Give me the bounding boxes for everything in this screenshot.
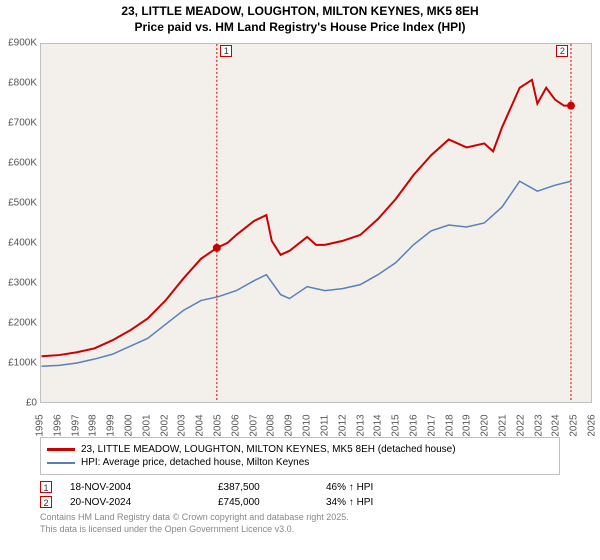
x-tick-label: 2002 [159,415,170,437]
series-property [42,80,571,356]
plot-area [40,43,592,403]
x-tick-label: 2019 [462,415,473,437]
legend-item: 23, LITTLE MEADOW, LOUGHTON, MILTON KEYN… [47,444,553,455]
x-tick-label: 2018 [444,415,455,437]
x-tick-label: 2015 [391,415,402,437]
x-tick-label: 2011 [319,415,330,437]
x-tick-label: 2006 [230,415,241,437]
y-tick-label: £700K [0,118,40,129]
legend-label: HPI: Average price, detached house, Milt… [81,457,309,468]
event-price: £387,500 [218,482,308,493]
y-tick-label: £800K [0,78,40,89]
x-tick-label: 2009 [284,415,295,437]
x-tick-label: 2008 [266,415,277,437]
line-series [41,44,591,402]
root: 23, LITTLE MEADOW, LOUGHTON, MILTON KEYN… [0,0,600,560]
x-tick-label: 2007 [248,415,259,437]
event-delta: 46% ↑ HPI [326,482,416,493]
legend-swatch [47,448,75,451]
event-marker: 1 [40,481,52,493]
events-table: 1 18-NOV-2004 £387,500 46% ↑ HPI 2 20-NO… [40,481,560,508]
series-hpi [42,181,571,366]
x-tick-label: 1997 [70,415,81,437]
sale-marker-box: 2 [556,45,568,57]
x-tick-label: 2005 [213,415,224,437]
y-tick-label: £400K [0,238,40,249]
x-tick-label: 2024 [551,415,562,437]
event-row: 1 18-NOV-2004 £387,500 46% ↑ HPI [40,481,560,493]
x-tick-label: 1996 [52,415,63,437]
x-tick-label: 2017 [426,415,437,437]
event-delta: 34% ↑ HPI [326,497,416,508]
x-tick-label: 1995 [35,415,46,437]
chart-title: 23, LITTLE MEADOW, LOUGHTON, MILTON KEYN… [0,0,600,35]
y-tick-label: £0 [0,398,40,409]
legend-swatch [47,462,75,464]
sale-point [567,102,575,110]
sale-marker-box: 1 [220,45,232,57]
x-tick-label: 2013 [355,415,366,437]
legend-item: HPI: Average price, detached house, Milt… [47,457,553,468]
y-tick-label: £900K [0,38,40,49]
x-tick-label: 1999 [106,415,117,437]
x-tick-label: 1998 [88,415,99,437]
event-marker: 2 [40,496,52,508]
x-tick-label: 2016 [408,415,419,437]
x-tick-label: 2025 [569,415,580,437]
y-tick-label: £600K [0,158,40,169]
title-line1: 23, LITTLE MEADOW, LOUGHTON, MILTON KEYN… [121,4,478,18]
footer: Contains HM Land Registry data © Crown c… [40,512,560,535]
legend: 23, LITTLE MEADOW, LOUGHTON, MILTON KEYN… [40,437,560,475]
x-tick-label: 2003 [177,415,188,437]
x-tick-label: 2023 [533,415,544,437]
event-date: 18-NOV-2004 [70,482,200,493]
x-tick-label: 2004 [195,415,206,437]
footer-line2: This data is licensed under the Open Gov… [40,524,294,534]
x-tick-label: 2012 [337,415,348,437]
legend-label: 23, LITTLE MEADOW, LOUGHTON, MILTON KEYN… [81,444,456,455]
y-tick-label: £100K [0,358,40,369]
event-row: 2 20-NOV-2024 £745,000 34% ↑ HPI [40,496,560,508]
x-tick-label: 2014 [373,415,384,437]
event-date: 20-NOV-2024 [70,497,200,508]
event-price: £745,000 [218,497,308,508]
title-line2: Price paid vs. HM Land Registry's House … [135,20,466,34]
x-tick-label: 2022 [515,415,526,437]
footer-line1: Contains HM Land Registry data © Crown c… [40,512,349,522]
x-tick-label: 2000 [124,415,135,437]
y-tick-label: £200K [0,318,40,329]
x-tick-label: 2021 [497,415,508,437]
y-tick-label: £500K [0,198,40,209]
chart: £0 £100K £200K £300K £400K £500K £600K £700K £80… [0,35,600,433]
x-tick-label: 2010 [302,415,313,437]
x-tick-label: 2001 [141,415,152,437]
x-tick-label: 2026 [587,415,598,437]
sale-point [213,244,221,252]
x-tick-label: 2020 [480,415,491,437]
y-tick-label: £300K [0,278,40,289]
